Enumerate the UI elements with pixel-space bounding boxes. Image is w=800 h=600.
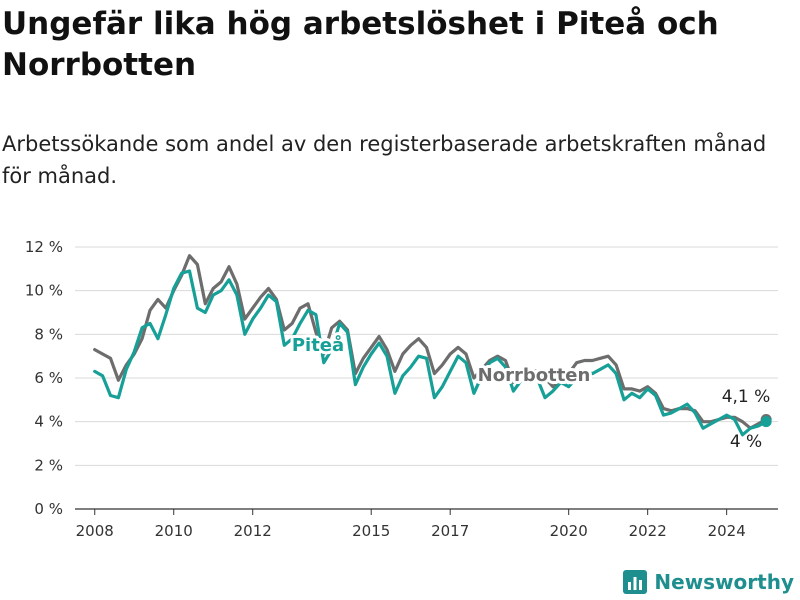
y-tick-label: 0 % [34,500,63,518]
series-line-pitea [93,269,768,437]
x-tick-label: 2024 [708,522,746,540]
brand-name: Newsworthy [654,570,794,594]
series-lines [93,254,772,437]
y-tick-label: 8 % [34,325,63,343]
series-labels: Norrbotten Piteå 4,1 % 4 % [289,331,771,452]
y-tick-label: 6 % [34,369,63,387]
x-tick-label: 2010 [155,522,193,540]
end-value-label-pitea: 4 % [730,432,762,452]
series-line-norrbotten [93,254,768,430]
chart-title: Ungefär lika hög arbetslöshet i Piteå oc… [2,6,719,83]
axes: 0 % 2 % 4 % 6 % 8 % 10 % 12 % 2008 2010 2012 2015 2… [25,238,746,540]
x-tick-label: 2008 [76,522,114,540]
x-tick-label: 2015 [352,522,390,540]
end-point-pitea [760,416,772,428]
x-tick-label: 2012 [234,522,272,540]
y-tick-label: 12 % [25,238,63,256]
newsworthy-logo: Newsworthy [623,570,794,594]
series-label-norrbotten: Norrbotten [478,365,591,386]
bar-chart-logo-icon [623,570,648,594]
x-tick-label: 2017 [431,522,469,540]
chart-subtitle: Arbetssökande som andel av den registerb… [2,132,767,188]
y-tick-label: 10 % [25,282,63,300]
x-tick-label: 2020 [550,522,588,540]
end-value-label-norrbotten: 4,1 % [722,387,771,407]
series-label-pitea: Piteå [292,334,344,356]
grid-lines [75,246,778,510]
y-tick-label: 2 % [34,456,63,474]
line-chart: 0 % 2 % 4 % 6 % 8 % 10 % 12 % 2008 2010 2012 2015 2… [25,238,778,540]
y-tick-label: 4 % [34,413,63,431]
x-tick-label: 2022 [629,522,667,540]
